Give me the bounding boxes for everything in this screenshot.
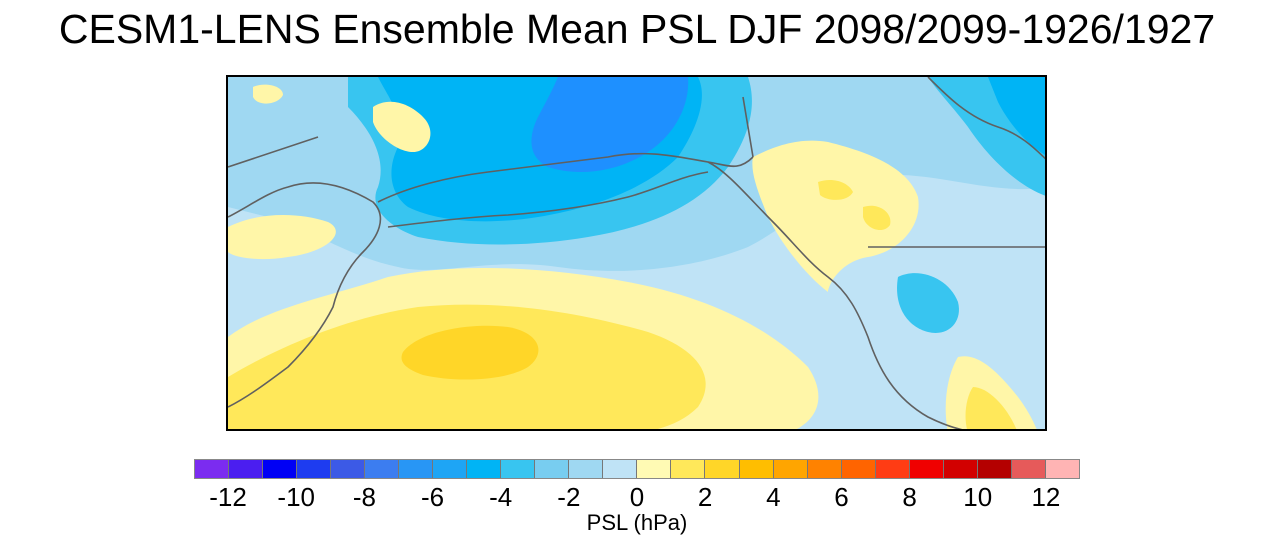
colorbar-swatch [331,460,365,478]
colorbar-swatch [195,460,229,478]
colorbar-tick-label: 10 [963,482,992,513]
colorbar-swatch [705,460,739,478]
colorbar-tick-label: 0 [630,482,644,513]
map-title: CESM1-LENS Ensemble Mean PSL DJF 2098/20… [0,6,1274,53]
colorbar-swatch [774,460,808,478]
colorbar-tick-label: -8 [353,482,376,513]
colorbar-swatch [501,460,535,478]
colorbar-swatch [1012,460,1046,478]
colorbar-swatch [263,460,297,478]
colorbar-tick-label: -2 [557,482,580,513]
colorbar-swatch [399,460,433,478]
colorbar-swatch [637,460,671,478]
colorbar-tick-label: -10 [277,482,315,513]
colorbar-swatch [229,460,263,478]
colorbar-swatch [910,460,944,478]
colorbar-swatch [808,460,842,478]
colorbar-swatch [671,460,705,478]
colorbar-units-label: PSL (hPa) [0,510,1274,536]
colorbar [194,459,1080,479]
colorbar-tick-label: 8 [902,482,916,513]
colorbar-swatch [740,460,774,478]
colorbar-tick-label: -12 [209,482,247,513]
colorbar-swatch [365,460,399,478]
colorbar-tick-label: 4 [766,482,780,513]
colorbar-tick-label: 6 [834,482,848,513]
colorbar-swatch [433,460,467,478]
psl-map-panel [226,75,1047,431]
colorbar-tick-labels: -12 -10 -8 -6 -4 -2 0 2 4 6 8 10 12 [0,482,1274,512]
colorbar-tick-label: 12 [1031,482,1060,513]
colorbar-swatch [297,460,331,478]
psl-contour-map [228,77,1047,431]
colorbar-swatch [978,460,1012,478]
colorbar-tick-label: -4 [489,482,512,513]
colorbar-swatch [467,460,501,478]
colorbar-swatch [842,460,876,478]
colorbar-swatch [944,460,978,478]
colorbar-swatch [603,460,637,478]
colorbar-swatch [535,460,569,478]
colorbar-swatch [1046,460,1079,478]
colorbar-tick-label: -6 [421,482,444,513]
colorbar-swatch [876,460,910,478]
colorbar-tick-label: 2 [698,482,712,513]
colorbar-swatch [569,460,603,478]
